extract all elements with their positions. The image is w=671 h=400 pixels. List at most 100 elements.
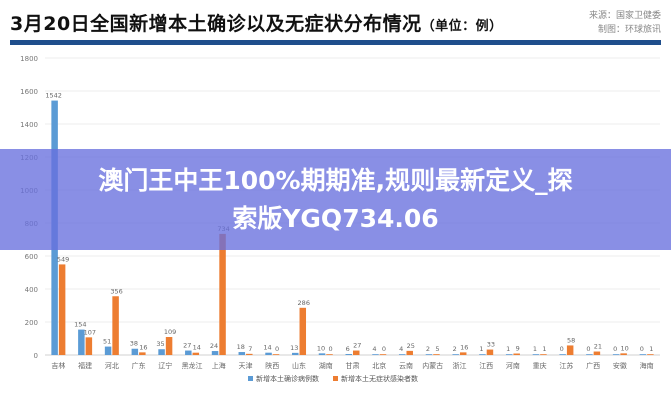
bar-confirmed (372, 354, 379, 355)
bar-confirmed (559, 354, 566, 355)
bar-asymptomatic (165, 337, 173, 355)
bar-asymptomatic (513, 353, 520, 355)
bar-confirmed (131, 348, 139, 355)
bar-confirmed (318, 353, 326, 355)
data-label: 286 (298, 299, 310, 307)
data-label: 109 (164, 328, 176, 336)
x-tick-label: 云南 (399, 361, 413, 370)
data-label: 1 (649, 345, 653, 353)
bar-asymptomatic (566, 345, 574, 355)
x-tick-label: 福建 (78, 361, 92, 370)
bar-asymptomatic (112, 296, 119, 355)
x-tick-label: 内蒙古 (422, 361, 443, 370)
data-label: 2 (453, 345, 457, 353)
y-tick-label: 1600 (20, 88, 38, 96)
bar-asymptomatic (219, 233, 226, 355)
bar-asymptomatic (192, 352, 200, 355)
bar-asymptomatic (326, 354, 333, 355)
bar-asymptomatic (459, 352, 467, 355)
y-tick-label: 400 (25, 286, 38, 294)
data-label: 25 (407, 342, 415, 350)
bar-confirmed (158, 349, 165, 355)
data-label: 16 (460, 343, 468, 351)
x-tick-label: 天津 (239, 362, 253, 370)
data-label: 0 (382, 345, 386, 353)
bar-asymptomatic (620, 353, 627, 355)
title-divider (10, 40, 661, 45)
x-tick-label: 浙江 (452, 361, 466, 370)
bar-asymptomatic (486, 349, 494, 355)
bar-confirmed (292, 352, 299, 355)
bar-confirmed (265, 352, 272, 355)
bar-asymptomatic (246, 353, 253, 355)
bar-confirmed (505, 354, 513, 355)
banner-line-1: 澳门王中王100%期期准,规则最新定义_探 (98, 165, 573, 195)
x-tick-label: 吉林 (51, 361, 65, 370)
x-tick-label: 广东 (132, 361, 146, 370)
bar-confirmed (211, 351, 219, 355)
bar-asymptomatic (272, 354, 280, 355)
legend-label: 新增本土无症状感染者数 (341, 374, 418, 383)
x-tick-label: 安徽 (613, 361, 627, 370)
data-label: 1 (533, 345, 537, 353)
data-label: 10 (621, 344, 629, 352)
x-tick-label: 甘肃 (346, 361, 360, 370)
bar-confirmed (78, 329, 85, 355)
x-tick-label: 江西 (479, 362, 493, 370)
unit-label: （单位：例） (421, 19, 503, 34)
bar-confirmed (532, 354, 540, 355)
data-label: 4 (399, 345, 403, 353)
data-label: 38 (130, 340, 138, 348)
data-label: 154 (74, 321, 86, 329)
data-label: 35 (156, 340, 164, 348)
legend-label: 新增本土确诊病例数 (256, 374, 319, 383)
data-label: 0 (640, 345, 644, 353)
y-tick-label: 1800 (20, 55, 38, 63)
y-tick-label: 600 (25, 253, 38, 261)
bar-confirmed (612, 354, 620, 355)
x-tick-label: 河北 (105, 362, 119, 370)
data-label: 0 (328, 345, 332, 353)
x-tick-label: 河南 (506, 361, 520, 370)
credit-line: 制图：环球旅讯 (597, 25, 661, 35)
bar-asymptomatic (379, 354, 387, 355)
data-label: 7 (248, 345, 252, 353)
y-tick-label: 200 (25, 319, 38, 327)
bar-confirmed (479, 354, 486, 355)
y-tick-label: 0 (34, 352, 38, 360)
data-label: 21 (594, 343, 602, 351)
data-label: 13 (290, 344, 298, 352)
data-label: 356 (110, 287, 122, 295)
data-label: 549 (57, 255, 69, 263)
data-label: 0 (275, 345, 279, 353)
x-tick-label: 江苏 (559, 361, 573, 370)
data-label: 0 (586, 345, 590, 353)
overlay-banner: 澳门王中王100%期期准,规则最新定义_探 索版YGQ734.06 (0, 149, 671, 250)
x-tick-label: 上海 (212, 361, 226, 370)
bar-confirmed (398, 354, 406, 355)
bar-confirmed (452, 354, 459, 355)
bar-asymptomatic (593, 351, 601, 355)
data-label: 58 (567, 336, 575, 344)
source-note: 来源：国家卫健委 制图：环球旅讯 (589, 9, 661, 37)
data-label: 18 (237, 343, 245, 351)
bar-asymptomatic (433, 354, 440, 355)
x-tick-label: 北京 (372, 361, 386, 370)
data-label: 1 (506, 345, 510, 353)
bar-confirmed (586, 354, 593, 355)
legend-swatch (248, 376, 253, 381)
data-label: 33 (487, 341, 495, 349)
bar-asymptomatic (353, 350, 360, 355)
data-label: 4 (372, 345, 376, 353)
x-tick-label: 辽宁 (158, 361, 172, 370)
x-tick-label: 广西 (586, 361, 600, 370)
bar-asymptomatic (85, 337, 93, 355)
data-label: 10 (317, 344, 325, 352)
data-label: 1 (479, 345, 483, 353)
x-tick-label: 海南 (640, 361, 654, 370)
data-label: 1542 (45, 92, 62, 100)
bar-asymptomatic (406, 350, 413, 355)
bar-asymptomatic (540, 354, 547, 355)
bar-confirmed (345, 354, 352, 355)
x-tick-label: 陕西 (265, 361, 279, 370)
